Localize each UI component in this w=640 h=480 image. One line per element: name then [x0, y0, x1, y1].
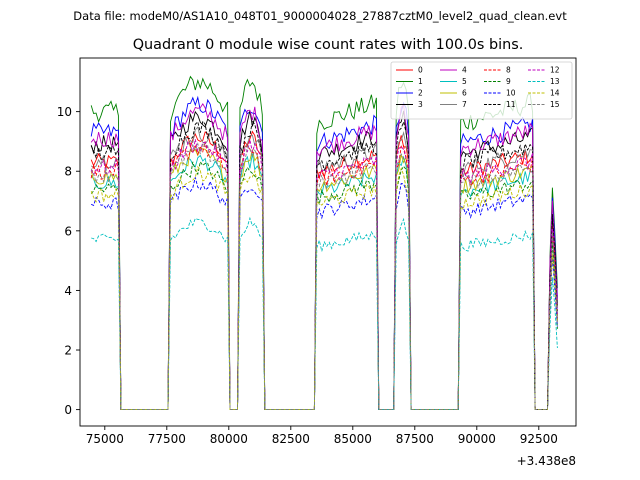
series-line-2 [90, 95, 558, 411]
series-line-3 [90, 110, 558, 411]
legend-label-10: 10 [506, 89, 516, 98]
x-tick-label: 82500 [272, 432, 310, 446]
chart-title: Quadrant 0 module wise count rates with … [133, 37, 524, 53]
y-tick-label: 4 [64, 284, 72, 298]
y-tick-label: 8 [64, 165, 72, 179]
legend-label-6: 6 [462, 89, 467, 98]
x-tick-label: 77500 [148, 432, 186, 446]
series-line-13 [91, 216, 558, 411]
legend-label-12: 12 [550, 66, 560, 75]
x-tick-label: 87500 [396, 432, 434, 446]
legend-label-8: 8 [506, 66, 511, 75]
chart-suptitle: Data file: modeM0/AS1A10_048T01_90000040… [73, 9, 567, 23]
axes-frame [79, 57, 577, 427]
series-line-4 [90, 103, 558, 411]
x-offset-label: +3.438e8 [517, 454, 576, 468]
legend-label-15: 15 [550, 100, 560, 109]
legend-label-5: 5 [462, 77, 467, 86]
legend-label-14: 14 [550, 89, 560, 98]
series-line-6 [90, 146, 558, 411]
series-line-12 [90, 139, 558, 411]
plot-area: 75000 77500 80000 82500 85000 87500 90000 92500… [57, 57, 577, 468]
legend-label-2: 2 [418, 89, 423, 98]
legend-label-3: 3 [418, 100, 423, 109]
legend-label-9: 9 [506, 77, 511, 86]
y-tick-label: 2 [64, 344, 72, 358]
series-line-11 [90, 119, 558, 411]
legend-label-1: 1 [418, 77, 423, 86]
legend-label-4: 4 [462, 66, 467, 75]
series-line-15 [90, 142, 558, 411]
x-tick-label: 80000 [210, 432, 248, 446]
series-line-14 [90, 165, 558, 411]
x-tick-label: 75000 [86, 432, 124, 446]
x-tick-label: 90000 [458, 432, 496, 446]
y-tick-label: 0 [64, 403, 72, 417]
legend-label-13: 13 [550, 77, 560, 86]
x-tick-label: 92500 [520, 432, 558, 446]
series-line-8 [90, 141, 558, 411]
legend-label-0: 0 [418, 66, 423, 75]
y-tick-label: 10 [57, 105, 72, 119]
legend-label-7: 7 [462, 100, 467, 109]
series-line-7 [90, 126, 558, 411]
legend-box [390, 61, 573, 120]
series-line-10 [91, 177, 558, 411]
series-line-9 [90, 160, 558, 411]
legend-label-11: 11 [506, 100, 516, 109]
y-tick-label: 6 [64, 224, 72, 238]
x-tick-label: 85000 [334, 432, 372, 446]
